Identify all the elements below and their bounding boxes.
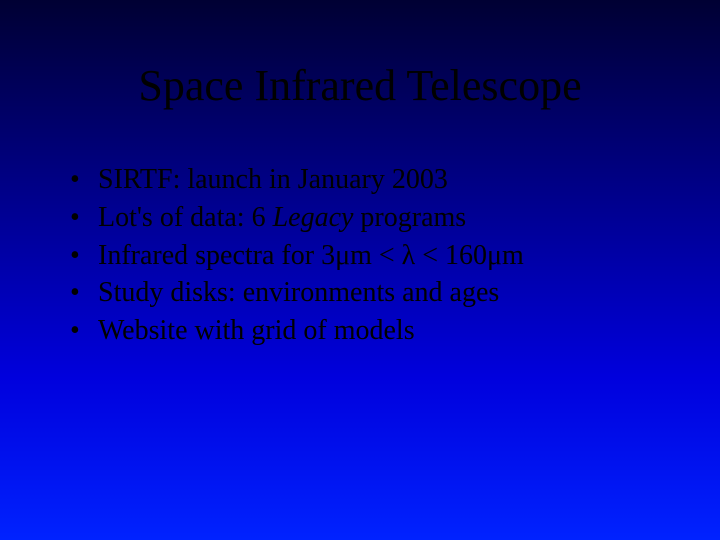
bullet-text: Study disks: environments and ages [98,277,499,308]
list-item: Website with grid of models [70,312,720,350]
list-item: Lot's of data: 6 Legacy programs [70,199,720,237]
slide-title: Space Infrared Telescope [0,60,720,111]
bullet-text-suffix: programs [353,202,466,233]
bullet-text: Infrared spectra for 3μm < λ < 160μm [98,240,524,271]
list-item: Infrared spectra for 3μm < λ < 160μm [70,237,720,275]
slide: Space Infrared Telescope SIRTF: launch i… [0,0,720,540]
list-item: SIRTF: launch in January 2003 [70,161,720,199]
bullet-list: SIRTF: launch in January 2003 Lot's of d… [0,161,720,350]
list-item: Study disks: environments and ages [70,274,720,312]
bullet-text: Website with grid of models [98,315,415,346]
bullet-text-prefix: Lot's of data: 6 [98,202,273,233]
bullet-text-italic: Legacy [273,202,354,233]
bullet-text: SIRTF: launch in January 2003 [98,164,448,195]
